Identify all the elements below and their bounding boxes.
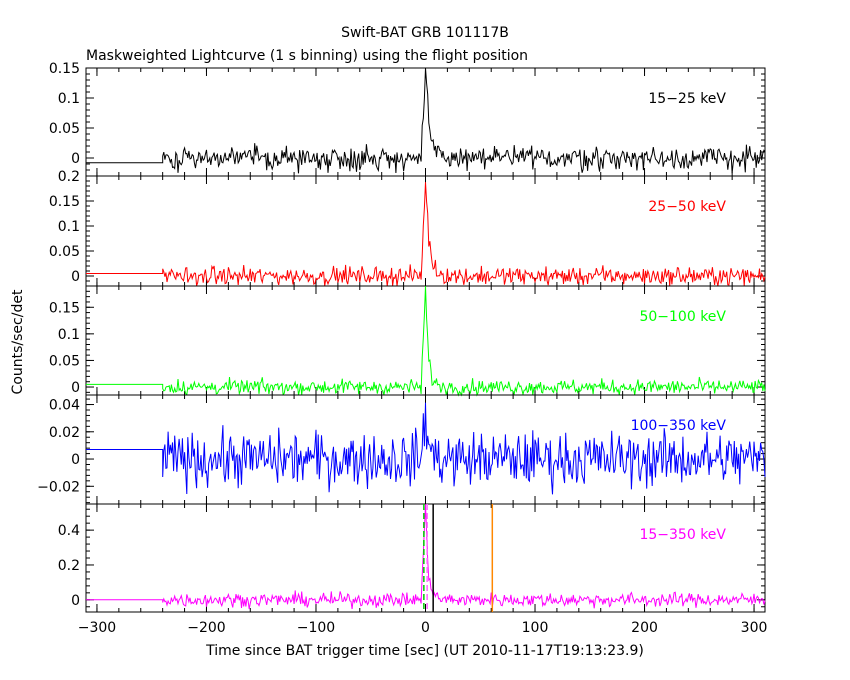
lightcurve-line (86, 402, 766, 495)
y-tick-label: 0.4 (58, 523, 80, 539)
y-tick-label: −0.02 (37, 479, 80, 495)
x-tick-label: −200 (187, 620, 225, 636)
lightcurve-line (86, 286, 766, 397)
chart-subtitle: Maskweighted Lightcurve (1 s binning) us… (86, 48, 528, 64)
band-label: 100−350 keV (631, 418, 727, 434)
y-tick-label: 0.1 (58, 91, 80, 107)
y-tick-label: 0.1 (58, 219, 80, 235)
y-tick-label: 0 (71, 593, 80, 609)
y-tick-label: 0.2 (58, 558, 80, 574)
y-tick-label: 0.02 (49, 425, 80, 441)
y-tick-label: 0.15 (49, 61, 80, 77)
y-tick-label: 0.05 (49, 121, 80, 137)
lightcurve-line (86, 182, 766, 287)
x-tick-label: 100 (522, 620, 549, 636)
band-label: 15−25 keV (648, 91, 726, 107)
y-tick-label: 0.05 (49, 244, 80, 260)
panels-group: 0 0.05 0.1 0.15 15−25 keV 0 0.05 0.1 0.15 0.2 25−5… (37, 61, 767, 636)
lightcurve-line (86, 67, 766, 174)
y-tick-label: 0 (71, 380, 80, 396)
y-tick-label: 0 (71, 452, 80, 468)
x-tick-label: 0 (421, 620, 430, 636)
panel-frame (85, 285, 766, 396)
y-tick-label: 0.15 (49, 300, 80, 316)
band-label: 50−100 keV (639, 309, 726, 325)
y-axis-label: Counts/sec/det (10, 289, 26, 394)
x-axis-label: Time since BAT trigger time [sec] (UT 20… (205, 643, 644, 659)
chart-title: Swift-BAT GRB 101117B (341, 25, 509, 41)
lightcurve-line (86, 504, 766, 610)
panel-frame (85, 67, 766, 177)
y-tick-label: 0.2 (58, 169, 80, 185)
y-tick-label: 0.04 (49, 398, 80, 414)
panel-frame (85, 503, 766, 613)
x-tick-label: 300 (741, 620, 768, 636)
band-label: 15−350 keV (639, 527, 726, 543)
x-tick-label: 200 (631, 620, 658, 636)
y-tick-label: 0.05 (49, 353, 80, 369)
y-tick-label: 0 (71, 151, 80, 167)
x-tick-label: −100 (297, 620, 335, 636)
band-label: 25−50 keV (648, 199, 726, 215)
x-tick-label: −300 (78, 620, 116, 636)
y-tick-label: 0 (71, 269, 80, 285)
y-tick-label: 0.15 (49, 194, 80, 210)
y-tick-label: 0.1 (58, 327, 80, 343)
